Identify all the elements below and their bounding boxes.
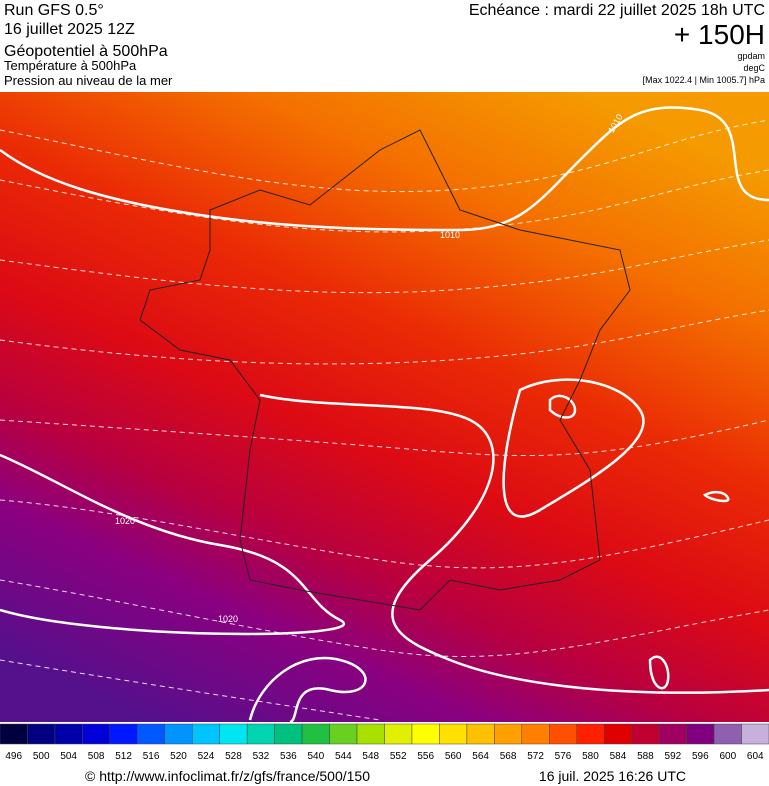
colorbar-label: 520 [170, 751, 187, 762]
colorbar-label: 572 [527, 751, 544, 762]
color-swatch [741, 723, 769, 745]
color-swatch [439, 723, 468, 745]
colorbar-label: 596 [692, 751, 709, 762]
color-swatch [137, 723, 166, 745]
color-swatch [0, 723, 28, 745]
colorbar-label: 568 [500, 751, 517, 762]
colorbar-label: 584 [610, 751, 627, 762]
colorbar-label: 592 [665, 751, 682, 762]
color-swatch [549, 723, 577, 745]
unit: degC [743, 63, 765, 73]
color-swatch [109, 723, 138, 745]
color-swatch [658, 723, 687, 745]
country-border [139, 129, 631, 611]
colorbar-label: 576 [555, 751, 572, 762]
isobar-label: 1020 [115, 516, 135, 526]
color-swatch [82, 723, 111, 745]
isobar-label: 1010 [440, 230, 460, 240]
colorbar-label: 496 [5, 751, 22, 762]
forecast-time: Echéance : mardi 22 juillet 2025 18h UTC [469, 2, 765, 19]
color-swatch [603, 723, 632, 745]
colorbar: 496 500 504 508 512 516 520 524 528 532 536 540 544 5… [0, 723, 769, 762]
colorbar-label: 512 [115, 751, 132, 762]
pressure-range: [Max 1022.4 | Min 1005.7] hPa [643, 75, 765, 85]
color-swatch [54, 723, 83, 745]
color-swatch [686, 723, 715, 745]
subtitle: Température à 500hPa [4, 58, 137, 73]
color-swatch [27, 723, 56, 745]
color-swatch [521, 723, 550, 745]
source-link: © http://www.infoclimat.fr/z/gfs/france/… [85, 768, 370, 784]
map-title: Géopotentiel à 500hPa [4, 43, 168, 60]
color-swatch [356, 723, 385, 745]
map: 1010 1010 1020 1020 [0, 92, 769, 722]
run-date: 16 juillet 2025 12Z [4, 21, 135, 38]
isobar-label: 1020 [218, 614, 238, 624]
color-swatch [411, 723, 440, 745]
colorbar-label: 516 [143, 751, 160, 762]
timestamp: 16 juil. 2025 16:26 UTC [539, 768, 686, 784]
color-swatch [631, 723, 660, 745]
colorbar-label: 528 [225, 751, 242, 762]
color-swatch [713, 723, 742, 745]
subtitle: Pression au niveau de la mer [4, 73, 173, 88]
colorbar-label: 508 [88, 751, 105, 762]
color-swatch [329, 723, 358, 745]
colorbar-label: 548 [362, 751, 379, 762]
colorbar-label: 600 [719, 751, 736, 762]
colorbar-label: 540 [307, 751, 324, 762]
run-label: Run GFS 0.5° [4, 2, 104, 19]
color-swatch [576, 723, 605, 745]
colorbar-label: 588 [637, 751, 654, 762]
colorbar-label: 532 [253, 751, 270, 762]
colorbar-label: 544 [335, 751, 352, 762]
colorbar-label: 580 [582, 751, 599, 762]
colorbar-label: 536 [280, 751, 297, 762]
unit: gpdam [737, 51, 765, 61]
colorbar-label: 504 [60, 751, 77, 762]
colorbar-label: 564 [472, 751, 489, 762]
colorbar-label: 560 [445, 751, 462, 762]
color-swatch [246, 723, 275, 745]
color-swatch [164, 723, 193, 745]
colorbar-label: 604 [747, 751, 764, 762]
colorbar-label: 524 [198, 751, 215, 762]
color-swatch [494, 723, 523, 745]
lead-time: + 150H [674, 19, 765, 50]
color-swatch [466, 723, 495, 745]
color-swatch [274, 723, 303, 745]
colorbar-label: 552 [390, 751, 407, 762]
color-swatch [219, 723, 248, 745]
color-swatch [301, 723, 330, 745]
color-swatch [192, 723, 220, 745]
isobars [0, 106, 769, 722]
color-swatch [384, 723, 413, 745]
colorbar-label: 500 [33, 751, 50, 762]
colorbar-label: 556 [417, 751, 434, 762]
